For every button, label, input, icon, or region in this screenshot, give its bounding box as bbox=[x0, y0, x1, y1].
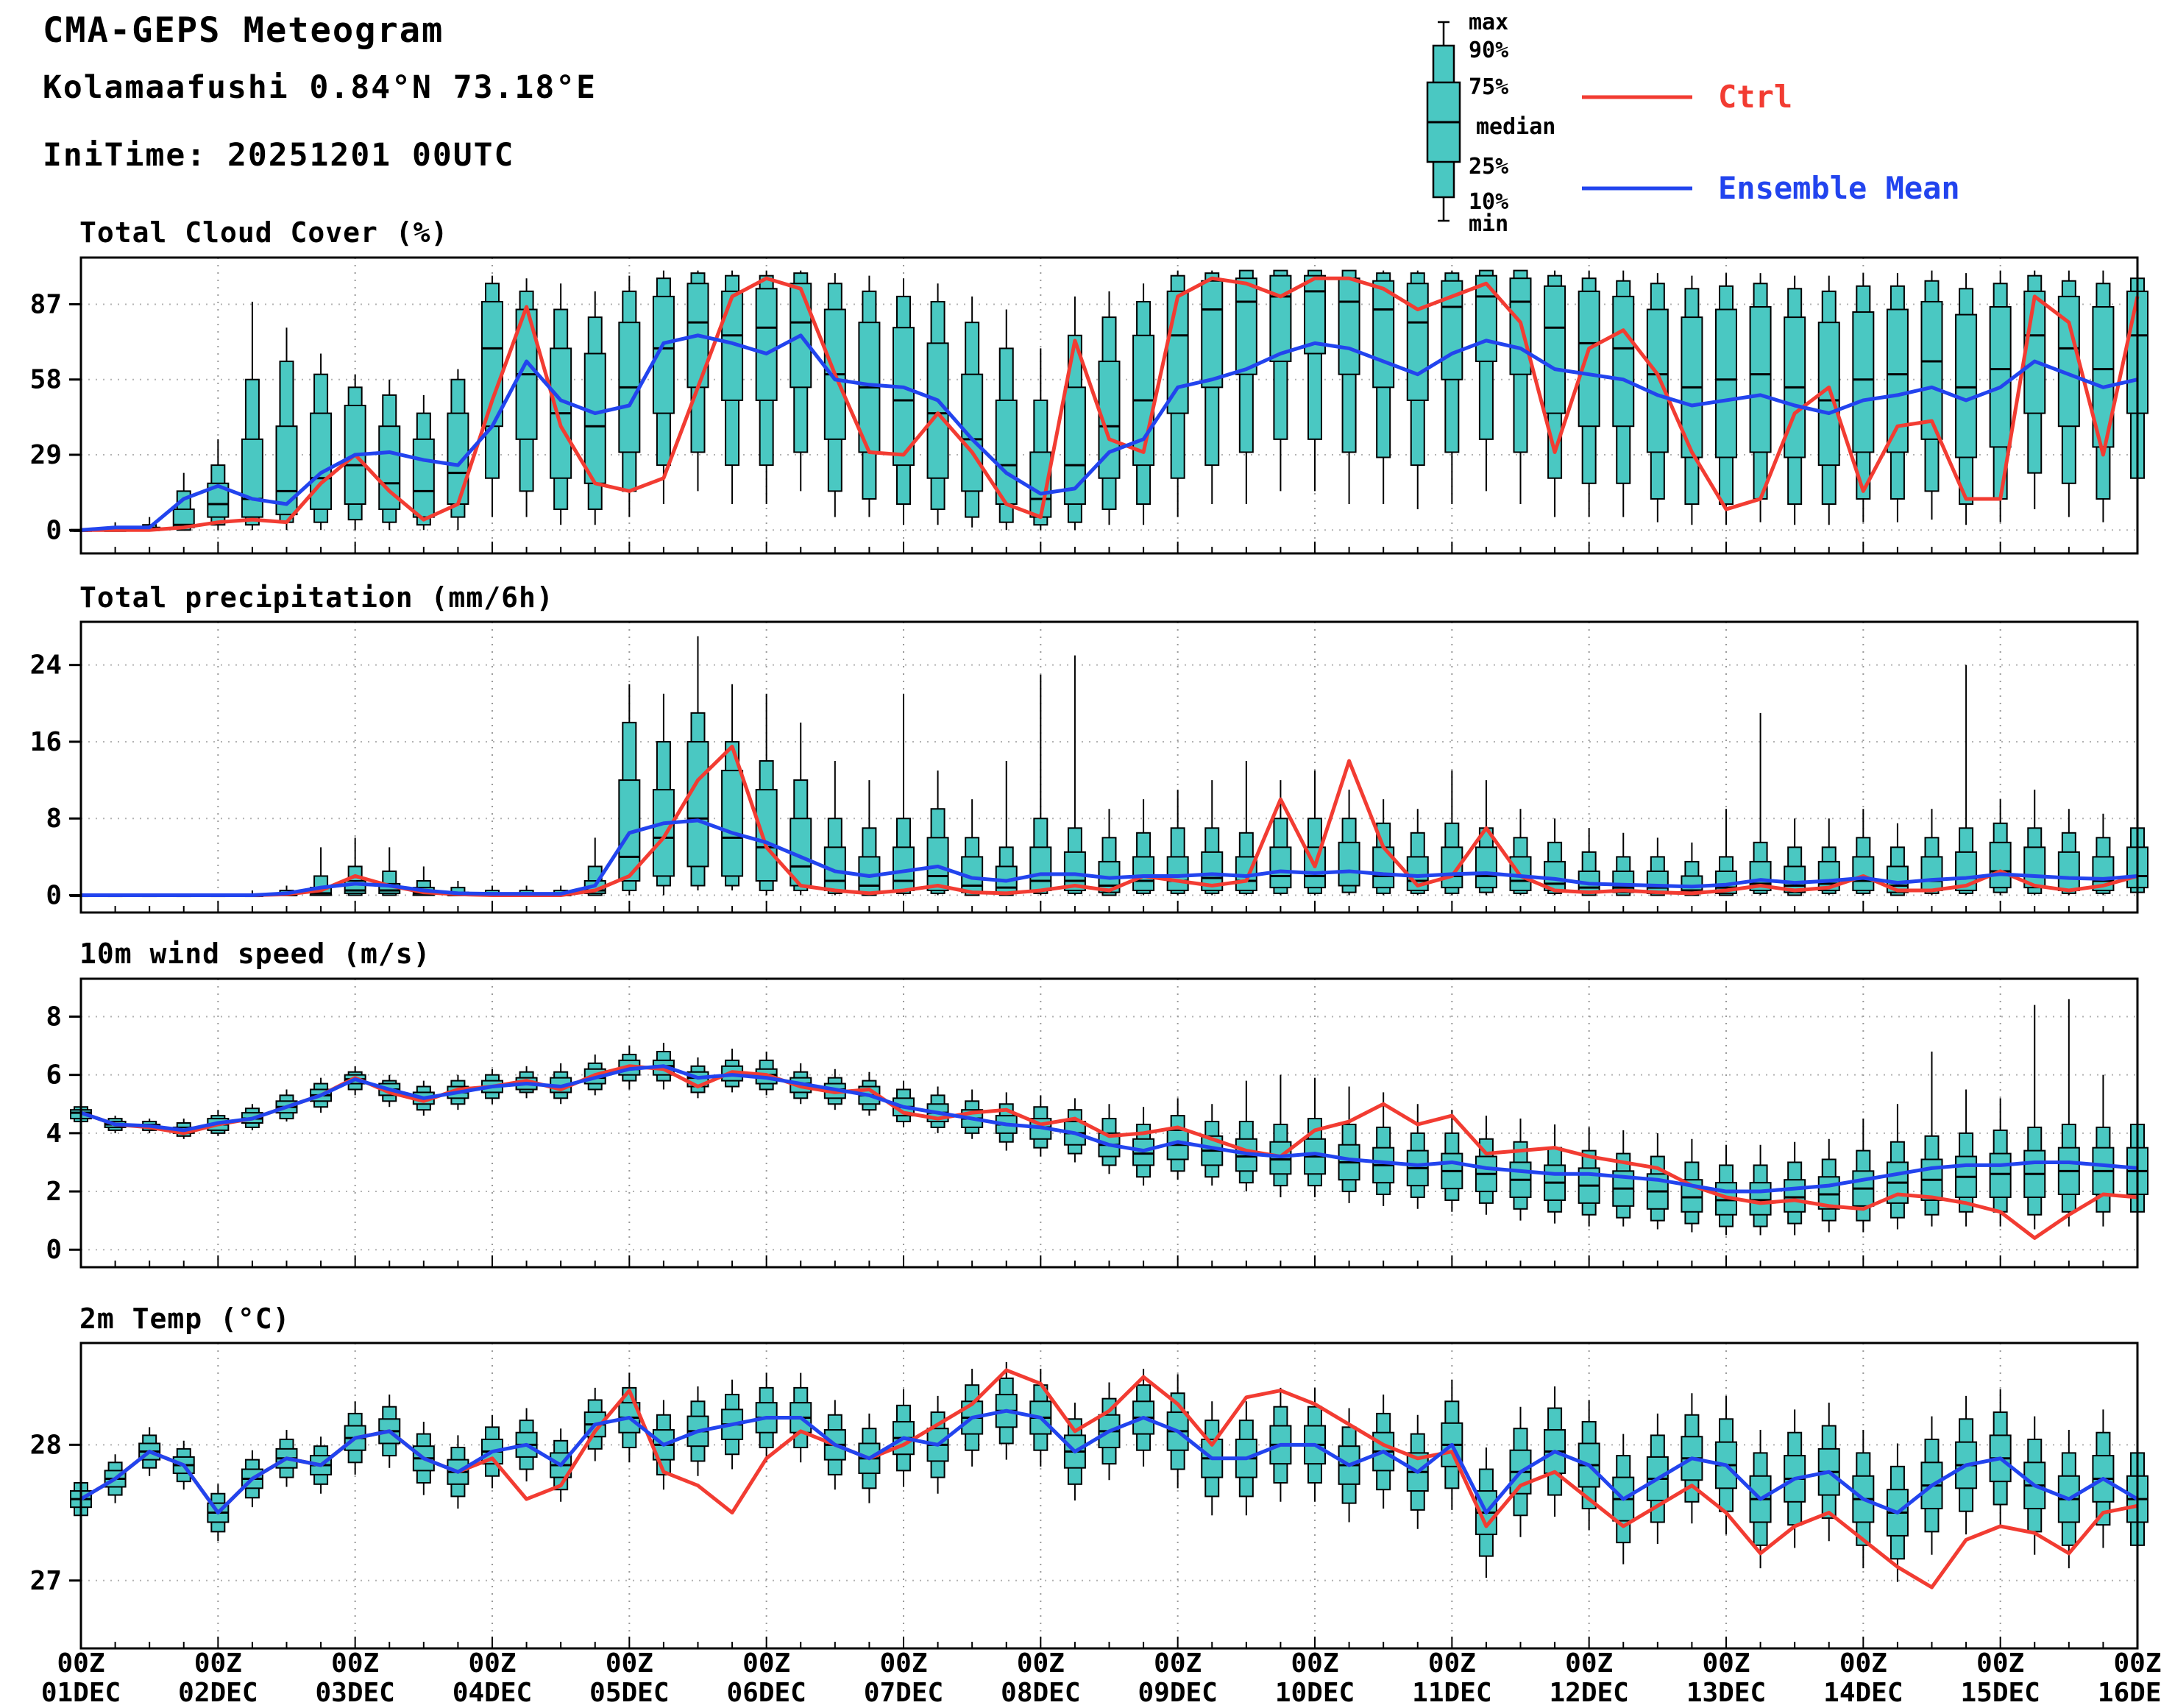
panel-cloud-title: Total Cloud Cover (%) bbox=[79, 216, 449, 249]
panel-1-boxes bbox=[70, 636, 2148, 898]
svg-text:03DEC: 03DEC bbox=[315, 1678, 394, 1708]
svg-text:28: 28 bbox=[30, 1430, 62, 1460]
svg-text:00Z: 00Z bbox=[1976, 1648, 2024, 1679]
svg-text:8: 8 bbox=[46, 1002, 62, 1032]
svg-text:00Z: 00Z bbox=[57, 1648, 104, 1679]
panel-3: 27 28 bbox=[30, 1342, 2148, 1650]
panel-3-axes: 27 28 bbox=[30, 1430, 2138, 1648]
svg-text:0: 0 bbox=[46, 881, 62, 911]
ensemble-mean-line bbox=[80, 333, 2138, 532]
svg-text:27: 27 bbox=[30, 1566, 62, 1596]
svg-text:09DEC: 09DEC bbox=[1138, 1678, 1217, 1708]
panel-1-axes: 0 8 16 24 bbox=[30, 651, 2138, 913]
svg-text:06DEC: 06DEC bbox=[726, 1678, 806, 1708]
panel-2: 0 2 4 6 8 bbox=[46, 977, 2148, 1269]
svg-text:01DEC: 01DEC bbox=[41, 1678, 121, 1708]
svg-text:median: median bbox=[1476, 114, 1555, 140]
svg-text:00Z: 00Z bbox=[742, 1648, 790, 1679]
svg-text:00Z: 00Z bbox=[1428, 1648, 1476, 1679]
svg-text:0: 0 bbox=[46, 515, 62, 545]
panel-1: 0 8 16 24 bbox=[30, 620, 2148, 914]
ctrl-legend-label: Ctrl bbox=[1718, 79, 1792, 115]
svg-text:2: 2 bbox=[46, 1177, 62, 1207]
svg-text:04DEC: 04DEC bbox=[453, 1678, 532, 1708]
ensemble-mean-line bbox=[79, 1408, 2139, 1515]
svg-text:max: max bbox=[1469, 10, 1508, 35]
svg-text:07DEC: 07DEC bbox=[864, 1678, 943, 1708]
svg-text:00Z: 00Z bbox=[194, 1648, 242, 1679]
panel-wind-title: 10m wind speed (m/s) bbox=[79, 938, 431, 970]
series-legend: Ctrl Ensemble Mean bbox=[1582, 79, 1960, 206]
app-title: CMA-GEPS Meteogram bbox=[43, 10, 444, 51]
svg-text:10%: 10% bbox=[1469, 189, 1508, 215]
svg-text:14DEC: 14DEC bbox=[1823, 1678, 1903, 1708]
svg-text:58: 58 bbox=[30, 365, 62, 395]
svg-text:87: 87 bbox=[30, 289, 62, 319]
svg-text:00Z: 00Z bbox=[879, 1648, 927, 1679]
mean-legend-label: Ensemble Mean bbox=[1718, 170, 1960, 206]
svg-text:10DEC: 10DEC bbox=[1275, 1678, 1355, 1708]
panel-0: 0 29 58 87 bbox=[30, 256, 2148, 555]
svg-text:02DEC: 02DEC bbox=[178, 1678, 258, 1708]
panel-2-axes: 0 2 4 6 8 bbox=[46, 1002, 2138, 1267]
svg-text:00Z: 00Z bbox=[1839, 1648, 1887, 1679]
ctrl-line bbox=[80, 1064, 2138, 1240]
svg-text:13DEC: 13DEC bbox=[1686, 1678, 1766, 1708]
svg-text:min: min bbox=[1469, 211, 1508, 237]
svg-text:00Z: 00Z bbox=[468, 1648, 516, 1679]
svg-text:24: 24 bbox=[30, 651, 62, 681]
svg-text:00Z: 00Z bbox=[606, 1648, 653, 1679]
svg-text:00Z: 00Z bbox=[1291, 1648, 1338, 1679]
ensemble-mean-line bbox=[81, 818, 2138, 898]
svg-text:08DEC: 08DEC bbox=[1001, 1678, 1080, 1708]
svg-text:00Z: 00Z bbox=[1154, 1648, 1202, 1679]
svg-text:4: 4 bbox=[46, 1119, 62, 1149]
ctrl-line bbox=[81, 276, 2140, 532]
boxplot-legend: max 90% 75% median 25% 10%min bbox=[1426, 10, 1555, 237]
location-title: Kolamaafushi 0.84°N 73.18°E bbox=[43, 69, 597, 106]
svg-text:29: 29 bbox=[30, 440, 62, 470]
svg-text:8: 8 bbox=[46, 804, 62, 834]
svg-text:0: 0 bbox=[46, 1235, 62, 1265]
init-time: IniTime: 20251201 00UTC bbox=[43, 137, 515, 174]
panel-3-boxes bbox=[70, 1361, 2148, 1582]
svg-text:00Z: 00Z bbox=[2113, 1648, 2161, 1679]
svg-text:90%: 90% bbox=[1469, 38, 1508, 63]
svg-text:15DEC: 15DEC bbox=[1960, 1678, 2040, 1708]
svg-text:00Z: 00Z bbox=[1702, 1648, 1750, 1679]
svg-text:05DEC: 05DEC bbox=[589, 1678, 669, 1708]
svg-text:75%: 75% bbox=[1469, 74, 1508, 100]
svg-text:12DEC: 12DEC bbox=[1549, 1678, 1628, 1708]
x-axis-labels: 00Z01DEC00Z02DEC00Z03DEC00Z04DEC00Z05DEC… bbox=[41, 1648, 2161, 1708]
ctrl-line bbox=[81, 744, 2138, 898]
svg-text:16: 16 bbox=[30, 727, 62, 757]
ensemble-mean-line bbox=[80, 1064, 2138, 1194]
svg-text:16DEC: 16DEC bbox=[2098, 1678, 2161, 1708]
svg-text:11DEC: 11DEC bbox=[1412, 1678, 1491, 1708]
svg-text:00Z: 00Z bbox=[331, 1648, 379, 1679]
panel-precip-title: Total precipitation (mm/6h) bbox=[79, 581, 554, 614]
svg-text:25%: 25% bbox=[1469, 154, 1508, 180]
svg-text:00Z: 00Z bbox=[1565, 1648, 1613, 1679]
svg-text:00Z: 00Z bbox=[1017, 1648, 1065, 1679]
panel-0-axes: 0 29 58 87 bbox=[30, 289, 2138, 553]
svg-text:6: 6 bbox=[46, 1060, 62, 1091]
panel-2-boxes bbox=[70, 999, 2148, 1236]
panel-temp-title: 2m Temp (°C) bbox=[79, 1303, 291, 1335]
panel-0-boxes bbox=[70, 269, 2148, 532]
